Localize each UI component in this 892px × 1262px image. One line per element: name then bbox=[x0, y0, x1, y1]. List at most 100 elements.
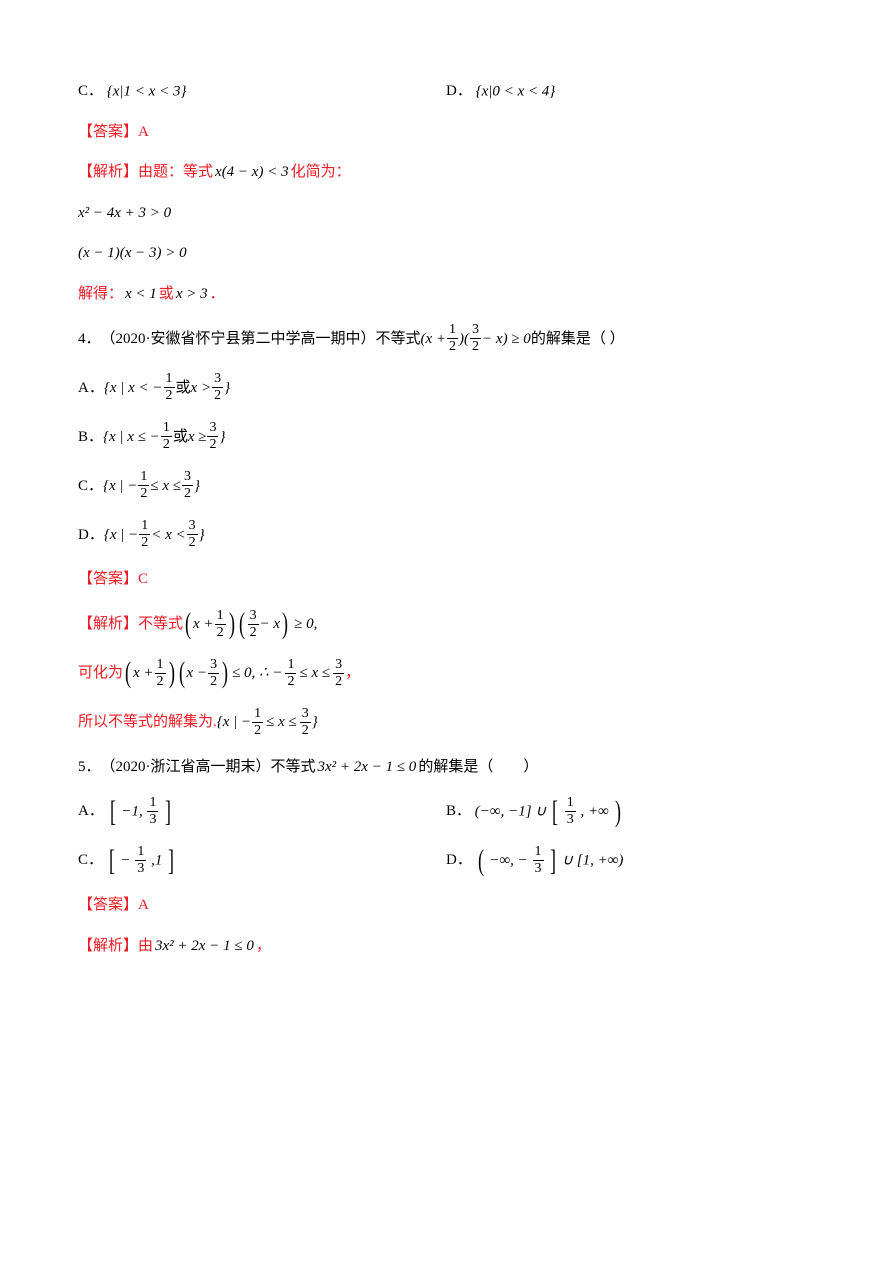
text2: 化简为： bbox=[291, 161, 351, 184]
frac-3-2: 32 bbox=[470, 323, 481, 354]
label: B． bbox=[446, 803, 471, 819]
q3-result: 解得： x < 1 或 x > 3 ． bbox=[78, 283, 814, 306]
comma: ， bbox=[256, 935, 271, 958]
comma: ， bbox=[345, 662, 360, 685]
lparen-icon: ( bbox=[478, 846, 484, 876]
q5-expl: 【解析】 由 3x² + 2x − 1 ≤ 0 ， bbox=[78, 935, 814, 958]
q3-options-cd: C． {x|1 < x < 3} D． {x|0 < x < 4} bbox=[78, 80, 814, 103]
q4-option-d: D． {x | − 12 < x < 32 } bbox=[78, 519, 814, 550]
text: 由题：等式 bbox=[138, 161, 213, 184]
mid3: ≤ x ≤ bbox=[299, 662, 330, 685]
q4-stem: 4． （2020·安徽省怀宁县第二中学高一期中）不等式 (x + 12 )( 3… bbox=[78, 323, 814, 354]
t1: 不等式 bbox=[138, 613, 183, 636]
lbracket-icon: [ bbox=[552, 797, 558, 827]
lp2-icon: ( bbox=[179, 658, 185, 688]
pre: {x | x < − bbox=[104, 377, 163, 400]
q5-row-ab: A． [ −1, 13 ] B． (−∞, −1] ∪ [ 13 , +∞ ) bbox=[78, 796, 814, 827]
period: ． bbox=[210, 283, 225, 306]
f: 13 bbox=[565, 796, 576, 827]
q4-option-a: A． {x | x < − 12 或 x > 32 } bbox=[78, 372, 814, 403]
f1: 12 bbox=[164, 372, 175, 403]
q3-answer: 【答案】 A bbox=[78, 121, 814, 144]
end: } bbox=[224, 377, 230, 400]
or: 或 bbox=[173, 426, 188, 449]
q4-expl-2: 可化为 ( x + 12 ) ( x − 32 ) ≤ 0, ∴ − 12 ≤ … bbox=[78, 658, 814, 689]
math: x(4 − x) < 3 bbox=[215, 161, 289, 184]
answer-label: 【答案】 bbox=[78, 121, 138, 144]
q5-option-b: B． (−∞, −1] ∪ [ 13 , +∞ ) bbox=[446, 796, 814, 827]
ineq: 3x² + 2x − 1 ≤ 0 bbox=[318, 756, 417, 779]
label: D． bbox=[78, 524, 104, 547]
end: } bbox=[312, 711, 318, 734]
pre: {x | − bbox=[104, 524, 138, 547]
q5-row-cd: C． [ − 13 ,1 ] D． ( −∞, − 13 ] ∪ [1, +∞) bbox=[78, 845, 814, 876]
m2: x > 3 bbox=[176, 283, 208, 306]
label: D． bbox=[446, 852, 472, 868]
src: （2020·安徽省怀宁县第二中学高一期中）不等式 bbox=[101, 328, 421, 351]
or: 或 bbox=[176, 377, 191, 400]
midset: ≤ x ≤ bbox=[266, 711, 297, 734]
q5-answer: 【答案】 A bbox=[78, 894, 814, 917]
end: } bbox=[194, 475, 200, 498]
expl-label: 【解析】 bbox=[78, 161, 138, 184]
pre: {x | x ≤ − bbox=[103, 426, 160, 449]
f1: 12 bbox=[161, 421, 172, 452]
midt: < x < bbox=[151, 524, 185, 547]
rp2-icon: ) bbox=[222, 658, 228, 688]
tail: 的解集是（ ） bbox=[418, 756, 538, 779]
q4-expl-1: 【解析】 不等式 ( x + 12 ) ( 32 − x ) ≥ 0, bbox=[78, 609, 814, 640]
pre: {x | − bbox=[103, 475, 137, 498]
label: C． bbox=[78, 852, 103, 868]
f4: 32 bbox=[333, 658, 344, 689]
tail: 的解集是（ ） bbox=[531, 328, 625, 351]
label: A． bbox=[78, 377, 104, 400]
tail: ∪ [1, +∞) bbox=[562, 853, 623, 869]
f2: 32 bbox=[187, 519, 198, 550]
ge: ≥ 0, bbox=[294, 613, 317, 636]
mid: )( bbox=[459, 328, 469, 351]
label: C． bbox=[78, 83, 103, 99]
midt: x ≥ bbox=[188, 426, 207, 449]
q3-option-c: C． {x|1 < x < 3} bbox=[78, 80, 446, 103]
val: C bbox=[138, 568, 148, 591]
set1: {x | − bbox=[217, 711, 251, 734]
math: {x|0 < x < 4} bbox=[476, 83, 556, 99]
f: 13 bbox=[147, 796, 158, 827]
f2: 32 bbox=[212, 372, 223, 403]
math: (x − 1)(x − 3) > 0 bbox=[78, 242, 187, 265]
q4-option-c: C． {x | − 12 ≤ x ≤ 32 } bbox=[78, 470, 814, 501]
rbracket-icon: ] bbox=[168, 846, 174, 876]
label: 【答案】 bbox=[78, 568, 138, 591]
lead: (x + bbox=[421, 328, 447, 351]
midt: ≤ x ≤ bbox=[150, 475, 181, 498]
q4-answer: 【答案】 C bbox=[78, 568, 814, 591]
f: 13 bbox=[135, 845, 146, 876]
label: 【答案】 bbox=[78, 894, 138, 917]
q5-stem: 5． （2020·浙江省高一期末）不等式 3x² + 2x − 1 ≤ 0 的解… bbox=[78, 756, 814, 779]
text: 由 bbox=[138, 935, 153, 958]
x2: − x bbox=[260, 613, 281, 636]
q4-option-b: B． {x | x ≤ − 12 或 x ≥ 32 } bbox=[78, 421, 814, 452]
q3-option-d: D． {x|0 < x < 4} bbox=[446, 80, 814, 103]
q5-option-d: D． ( −∞, − 13 ] ∪ [1, +∞) bbox=[446, 845, 814, 876]
le: ≤ 0, ∴ − bbox=[232, 662, 282, 685]
math: x² − 4x + 3 > 0 bbox=[78, 202, 171, 225]
v1: − bbox=[121, 853, 131, 869]
f2: 32 bbox=[207, 421, 218, 452]
midt: x > bbox=[191, 377, 212, 400]
f2: 32 bbox=[208, 658, 219, 689]
v1: −1, bbox=[121, 804, 142, 820]
math: 3x² + 2x − 1 ≤ 0 bbox=[155, 935, 254, 958]
q3-explain-intro: 【解析】 由题：等式 x(4 − x) < 3 化简为： bbox=[78, 161, 814, 184]
rparen-icon: ) bbox=[615, 797, 621, 827]
lbracket-icon: [ bbox=[109, 846, 115, 876]
f1: 12 bbox=[155, 658, 166, 689]
label: A． bbox=[78, 803, 104, 819]
f: 13 bbox=[533, 845, 544, 876]
answer-value: A bbox=[138, 121, 149, 144]
rbracket-icon: ] bbox=[550, 846, 556, 876]
val: A bbox=[138, 894, 149, 917]
q5-option-c: C． [ − 13 ,1 ] bbox=[78, 845, 446, 876]
rparen2-icon: ) bbox=[282, 609, 288, 639]
rp-icon: ) bbox=[169, 658, 175, 688]
